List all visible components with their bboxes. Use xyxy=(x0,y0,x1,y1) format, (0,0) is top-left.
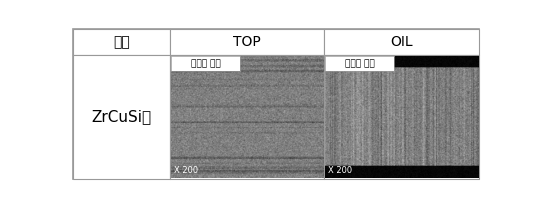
Bar xyxy=(170,55,324,179)
Text: ZrCuSi계: ZrCuSi계 xyxy=(92,109,152,124)
Text: TOP: TOP xyxy=(233,35,261,49)
Text: 구분: 구분 xyxy=(114,35,130,49)
Bar xyxy=(170,29,324,55)
Text: X 200: X 200 xyxy=(174,166,198,175)
Bar xyxy=(324,55,479,179)
Text: X 200: X 200 xyxy=(328,166,353,175)
Bar xyxy=(73,29,170,55)
Bar xyxy=(324,29,479,55)
Text: OIL: OIL xyxy=(390,35,413,49)
Bar xyxy=(73,55,170,179)
